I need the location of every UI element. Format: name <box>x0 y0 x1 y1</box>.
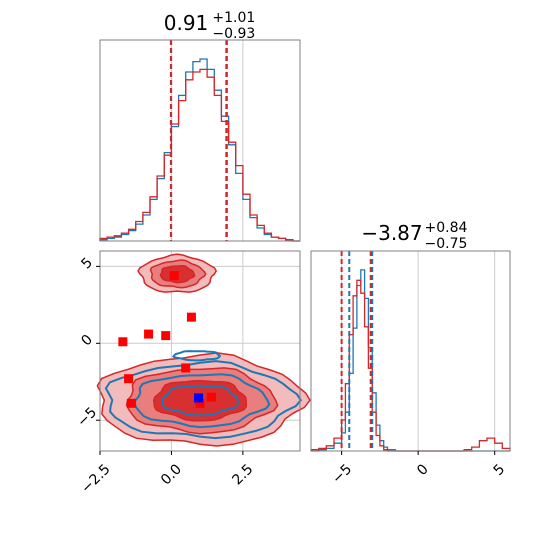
marginal-histogram-param1: 0.91 +1.01−0.93 <box>99 10 301 242</box>
joint-contour-panel: −2.5 0.0 2.5 −5 0 5 <box>74 250 311 497</box>
marker-red-8 <box>206 392 216 402</box>
contour-blue-region0-level2 <box>161 384 239 417</box>
contour-blue-region0-level0 <box>104 360 303 440</box>
histogram-frame-top <box>99 39 301 242</box>
marker-blue <box>194 393 204 403</box>
marker-red-5 <box>124 374 134 384</box>
x-tick-label-2: 2.5 <box>229 461 256 488</box>
joint-frame <box>99 250 301 452</box>
title-param2-plus: +0.84 <box>425 220 468 236</box>
marker-red-4 <box>181 363 191 373</box>
marker-red-0 <box>118 337 128 347</box>
marker-red-9 <box>195 398 205 408</box>
marker-red-2 <box>161 331 171 341</box>
title-param2-value: −3.87 <box>361 221 422 245</box>
marker-red-3 <box>186 312 196 322</box>
title-param1: 0.91 <box>164 11 209 35</box>
y-tick-label-0: −5 <box>74 404 100 430</box>
title-param2: −3.87 <box>361 221 422 245</box>
title-param2-minus: −0.75 <box>425 236 468 252</box>
marker-red-7 <box>169 271 179 281</box>
y-tick-label-2: 5 <box>78 255 96 273</box>
histogram-series-blue <box>99 58 300 242</box>
histogram-series-red <box>310 279 511 452</box>
histogram-frame-right <box>310 250 511 452</box>
marker-red-1 <box>144 329 154 339</box>
title-param1-minus: −0.93 <box>212 26 255 42</box>
marker-red-6 <box>126 398 136 408</box>
marginal-histogram-param2: −3.87 +0.84−0.75 −5 0 5 <box>310 220 511 487</box>
x-tick-label-right-0: −5 <box>329 461 355 487</box>
title-param1-plus: +1.01 <box>212 10 255 26</box>
title-param1-value: 0.91 <box>164 11 209 35</box>
x-tick-label-right-1: 0 <box>414 461 432 479</box>
x-tick-label-right-2: 5 <box>491 461 509 479</box>
x-tick-label-1: 0.0 <box>158 461 185 488</box>
x-tick-label-0: −2.5 <box>78 461 113 496</box>
histogram-series-red <box>99 68 300 242</box>
y-tick-label-1: 0 <box>78 332 96 350</box>
contour-blue-region1-level0 <box>172 350 221 362</box>
